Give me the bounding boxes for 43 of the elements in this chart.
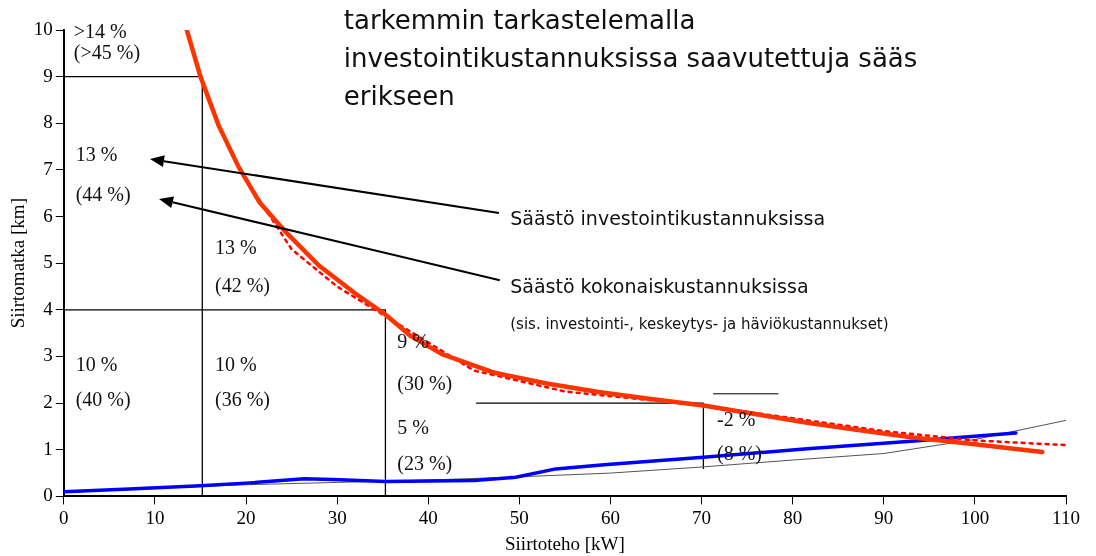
annotation: Säästö investointikustannuksissa: [510, 206, 826, 229]
annotation: >14 %: [73, 19, 127, 42]
x-tick-label: 100: [960, 506, 990, 528]
x-tick-label: 10: [145, 506, 165, 528]
annotation: 5 %: [397, 416, 429, 439]
y-tick-label: 9: [43, 64, 53, 86]
y-axis-title: Siirtomatka [km]: [7, 198, 29, 329]
y-tick-label: 6: [43, 204, 53, 226]
y-tick-label: 8: [43, 111, 53, 133]
annotation: (sis. investointi-, keskeytys- ja häviökustannukset): [510, 315, 889, 334]
annotation: (23 %): [397, 451, 453, 475]
y-tick-label: 5: [43, 251, 53, 273]
annotation: 13 %: [75, 143, 118, 166]
annotation: (36 %): [215, 388, 271, 412]
annotation: 13 %: [215, 236, 257, 259]
x-tick-label: 60: [600, 506, 620, 528]
annotation: tarkemmin tarkastelemalla investointikustannuksissa saavutettuja sääs erikseen: [343, 4, 918, 111]
x-tick-label: 20: [236, 506, 256, 528]
x-tick-label: 70: [692, 506, 712, 528]
x-tick-label: 90: [874, 506, 894, 528]
x-tick-label: 50: [509, 506, 529, 528]
y-tick-label: 7: [43, 157, 53, 179]
annotation: (42 %): [215, 273, 271, 297]
annotation: -2 %: [717, 408, 756, 431]
y-tick-label: 3: [43, 344, 53, 366]
annotation: (40 %): [75, 388, 131, 412]
x-tick-label: 40: [418, 506, 438, 528]
x-tick-label: 80: [783, 506, 803, 528]
annotation: (44 %): [75, 182, 131, 206]
y-tick-label: 2: [43, 391, 53, 413]
y-tick-label: 0: [43, 484, 53, 506]
annotation: (>45 %): [73, 40, 141, 64]
annotation: 10 %: [215, 353, 257, 376]
x-tick-label: 30: [327, 506, 347, 528]
x-tick-label: 110: [1052, 506, 1080, 528]
annotation: Säästö kokonaiskustannuksissa: [510, 275, 809, 298]
x-axis-title: Siirtoteho [kW]: [505, 532, 625, 554]
y-tick-label: 4: [43, 297, 54, 319]
y-tick-label: 10: [33, 17, 53, 39]
annotation: (30 %): [397, 371, 453, 395]
x-tick-label: 0: [59, 506, 69, 528]
annotation: 10 %: [75, 353, 118, 376]
y-tick-label: 1: [43, 437, 53, 459]
